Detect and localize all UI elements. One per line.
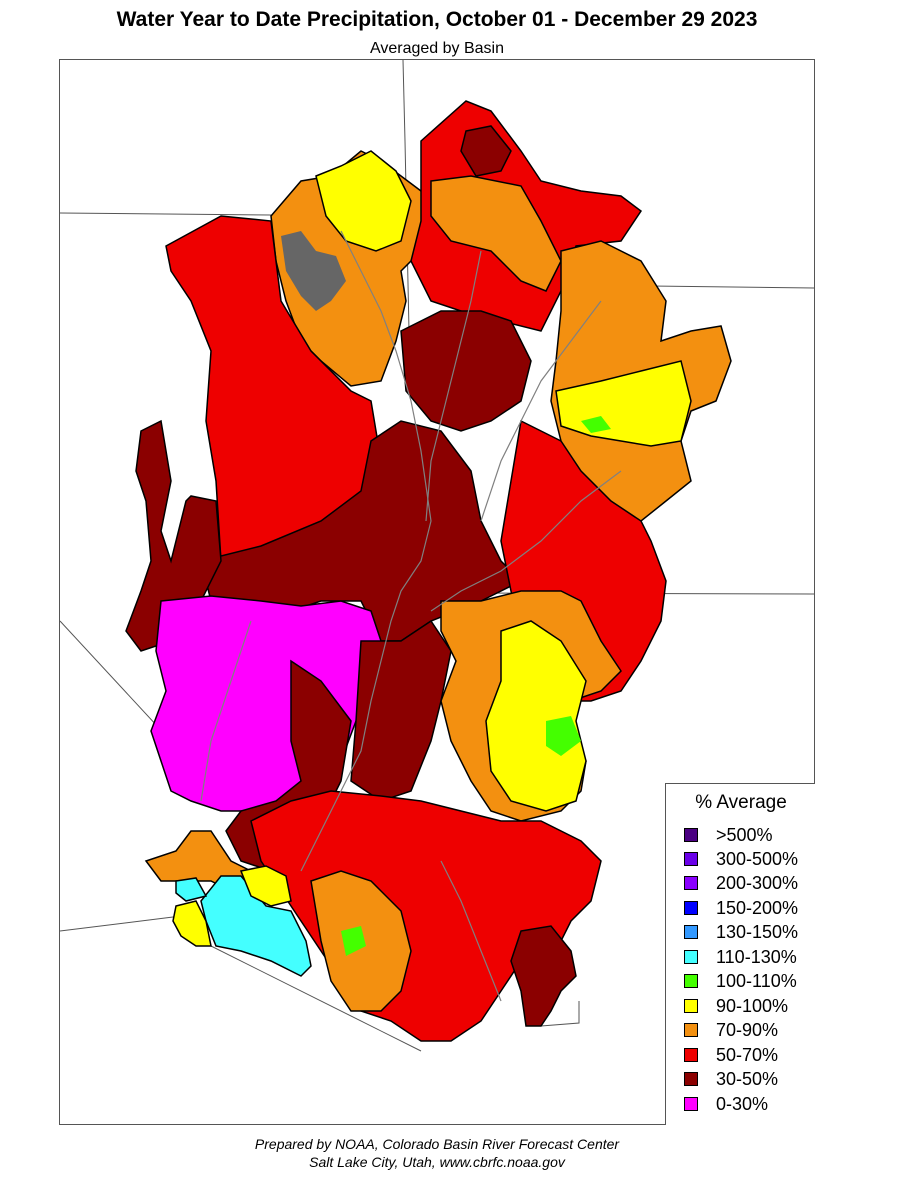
map-frame [59,59,815,1125]
legend-swatch [684,876,698,890]
basin-darkred-ne [460,125,512,177]
basin-green-se [546,716,581,756]
basin-yellow-upper [315,150,412,252]
legend-label: 50-70% [716,1044,779,1065]
legend-label: 30-50% [716,1068,779,1089]
legend-item: 300-500% [684,849,798,869]
legend-label: 300-500% [716,848,799,869]
legend-label: 130-150% [716,921,799,942]
rivers [200,230,622,1002]
legend-swatch [684,950,698,964]
legend-label: 70-90% [716,1019,779,1040]
basin-green-east [581,416,611,433]
map-title: Water Year to Date Precipitation, Octobe… [116,8,758,31]
legend-item: 110-130% [684,947,797,967]
legend-label: 0-30% [716,1093,769,1114]
basin-orange-ne [430,175,562,292]
legend-swatch [684,1072,698,1086]
legend-item: 90-100% [684,996,788,1016]
legend-item: 130-150% [684,922,798,942]
basin-cyan-small [175,877,208,902]
legend-swatch [684,852,698,866]
basin-yellow-sw [172,900,212,947]
legend-swatch [684,1097,698,1111]
basin-darkred-central [400,310,532,432]
legend-label: 90-100% [716,995,789,1016]
legend-item: 50-70% [684,1045,778,1065]
legend-swatch [684,925,698,939]
legend-item: 70-90% [684,1020,778,1040]
basin-regions [125,100,732,1042]
legend-label: 200-300% [716,872,799,893]
legend-item: >500% [684,825,773,845]
basin-cyan-sw [200,875,312,977]
map-subtitle: Averaged by Basin [369,40,504,57]
credit-line-2: Salt Lake City, Utah, www.cbrfc.noaa.gov [309,1154,565,1170]
basin-darkred-powell [350,619,452,802]
legend-item: 100-110% [684,971,797,991]
map-legend: % Average >500% 300-500% 200-300% 150-20… [665,783,815,1125]
credit-line-1: Prepared by NOAA, Colorado Basin River F… [254,1136,620,1152]
legend-item: 150-200% [684,898,798,918]
legend-swatch [684,1023,698,1037]
legend-title: % Average [695,792,787,813]
legend-label: >500% [716,824,773,845]
legend-item: 200-300% [684,873,798,893]
basin-darkred-strip [125,419,222,652]
basin-darkred-se-az [510,925,577,1027]
basin-no-data [281,231,346,311]
legend-label: 100-110% [716,970,797,991]
legend-item: 0-30% [684,1094,768,1114]
legend-swatch [684,1048,698,1062]
basin-yellow-sw2 [239,865,292,907]
basin-yellow-se [485,620,587,812]
legend-item: 30-50% [684,1069,778,1089]
legend-label: 150-200% [716,897,799,918]
legend-label: 110-130% [716,946,797,967]
legend-swatch [684,828,698,842]
basin-green-south [341,926,366,956]
basin-map [60,60,814,1052]
legend-swatch [684,901,698,915]
legend-swatch [684,999,698,1013]
legend-swatch [684,974,698,988]
